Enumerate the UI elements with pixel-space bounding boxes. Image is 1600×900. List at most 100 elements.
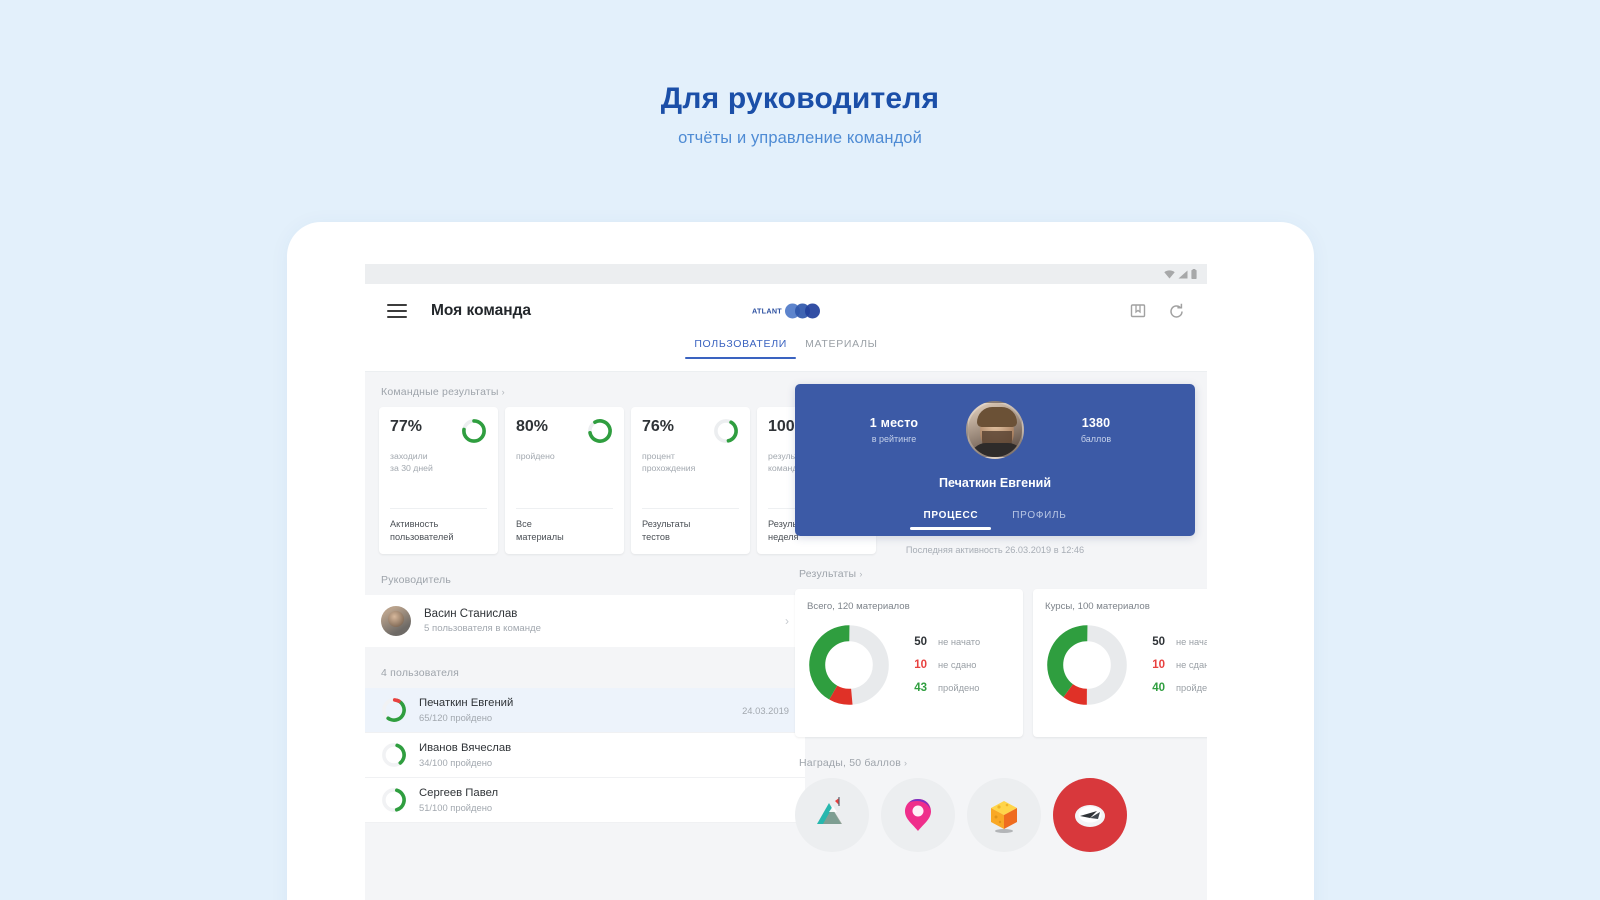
profile-tabs: ПРОЦЕСС ПРОФИЛЬ [795,510,1195,530]
stat-card[interactable]: 76% процент прохождения Результаты тесто… [631,407,750,554]
legend-label: не сдано [1176,660,1207,670]
legend-item: 50 не начато [905,636,980,648]
list-item[interactable]: Иванов Вячеслав 34/100 пройдено [365,733,805,778]
stat-percent: 77% [390,418,423,435]
progress-ring-icon [382,698,406,722]
awards-list [795,778,1207,852]
user-name: Печаткин Евгений [419,697,514,709]
battery-icon [1191,269,1197,279]
chevron-right-icon: › [859,569,863,579]
team-results-section-label[interactable]: Командные результаты › [365,372,805,407]
left-column: Командные результаты › 77% заходили за 30… [365,372,876,823]
legend-item: 40 пройдено [1143,682,1207,694]
main-tabs: ПОЛЬЗОВАТЕЛИ МАТЕРИАЛЫ [365,338,1207,372]
stat-card[interactable]: 80% пройдено Все материалы [505,407,624,554]
points-value: 1380 [1081,416,1111,430]
profile-name: Печаткин Евгений [938,476,1052,490]
legend-item: 10 не сдано [1143,659,1207,671]
chevron-right-icon: › [904,758,908,768]
status-bar [365,264,1207,284]
right-column: 1 место в рейтинге 1380 баллов Печа [795,372,1207,852]
compass-badge-icon [1075,805,1105,827]
stat-percent: 76% [642,418,675,435]
award-badge[interactable] [967,778,1041,852]
stat-subtitle: результат команды [768,451,807,473]
tab-materials[interactable]: МАТЕРИАЛЫ [805,338,878,350]
list-item[interactable]: Сергеев Павел 51/100 пройдено [365,778,805,823]
wifi-icon [1164,269,1175,278]
stat-footer: Результат неделя [768,519,810,542]
stat-subtitle: процент прохождения [642,451,696,473]
legend-value: 50 [914,636,927,648]
result-card[interactable]: Курсы, 100 материалов 50 [1033,589,1207,737]
user-date: 24.03.2019 [742,704,789,716]
user-progress-text: 51/100 пройдено [419,802,493,813]
refresh-icon[interactable] [1168,303,1185,320]
manager-meta: 5 пользователя в команде [424,623,541,634]
progress-ring-icon [714,419,738,443]
award-badge[interactable] [795,778,869,852]
hamburger-icon[interactable] [387,304,407,318]
stat-percent: 80% [516,418,549,435]
donut-chart [1047,625,1127,705]
legend-item: 10 не сдано [905,659,980,671]
tab-users[interactable]: ПОЛЬЗОВАТЕЛИ [685,338,796,359]
user-progress-text: 34/100 пройдено [419,757,493,768]
donut-chart [809,625,889,705]
bookmark-icon[interactable] [1130,303,1146,319]
chevron-right-icon: › [785,614,789,628]
content-area: Командные результаты › 77% заходили за 30… [365,372,1207,900]
brand-logo: ATLANT [751,303,821,319]
users-section-label: 4 пользователя [381,667,460,679]
award-badge[interactable] [1053,778,1127,852]
avatar [966,401,1024,459]
user-list: Печаткин Евгений 65/120 пройдено 24.03.2… [365,688,805,823]
legend-value: 10 [914,659,927,671]
legend-value: 50 [1152,636,1165,648]
user-name: Иванов Вячеслав [419,742,512,754]
stat-footer: Результаты тестов [642,519,691,542]
award-badge[interactable] [881,778,955,852]
user-progress-text: 65/120 пройдено [419,712,493,723]
app-screen: Моя команда ATLANT ПОЛЬЗОВАТЕЛИ МАТЕРИАЛ… [365,264,1207,900]
manager-row[interactable]: Васин Станислав 5 пользователя в команде… [365,595,805,647]
tablet-frame: Моя команда ATLANT ПОЛЬЗОВАТЕЛИ МАТЕРИАЛ… [287,222,1314,900]
points-stat: 1380 баллов [1050,416,1142,444]
last-activity-text: Последняя активность 26.03.2019 в 12:46 [905,545,1085,555]
results-label-text: Результаты [799,568,857,580]
team-results-cards: 77% заходили за 30 дней Активность польз… [365,407,876,554]
cheese-cube-badge-icon [991,801,1017,833]
legend-label: пройдено [1176,683,1207,693]
legend-value: 10 [1152,659,1165,671]
profile-card: 1 место в рейтинге 1380 баллов Печа [795,384,1195,536]
rank-label: в рейтинге [871,434,917,444]
list-item[interactable]: Печаткин Евгений 65/120 пройдено 24.03.2… [365,688,805,733]
legend-item: 50 не начато [1143,636,1207,648]
awards-label-text: Награды, 50 баллов [799,757,902,769]
promo-header: Для руководителя отчёты и управление ком… [0,0,1600,148]
team-results-label-text: Командные результаты [381,386,499,398]
legend-label: не сдано [938,660,977,670]
tab-process[interactable]: ПРОЦЕСС [910,510,992,530]
avatar [381,606,411,636]
points-label: баллов [1080,434,1112,444]
stat-subtitle: заходили за 30 дней [390,451,433,473]
result-card[interactable]: Всего, 120 материалов 50 [795,589,1023,737]
stat-card[interactable]: 77% заходили за 30 дней Активность польз… [379,407,498,554]
logo-mark-icon [785,303,821,319]
stat-subtitle: пройдено [516,451,555,461]
tab-profile[interactable]: ПРОФИЛЬ [1012,510,1067,521]
results-section-label[interactable]: Результаты › [795,555,1207,589]
progress-ring-icon [462,419,486,443]
progress-ring-icon [382,788,406,812]
logo-wordmark: ATLANT [751,306,783,316]
app-bar-title: Моя команда [431,302,532,319]
location-pin-badge-icon [905,799,931,831]
progress-ring-icon [588,419,612,443]
page-title: Для руководителя [660,82,940,115]
app-bar: Моя команда ATLANT [365,284,1207,338]
page-subtitle: отчёты и управление командой [678,129,922,147]
chevron-right-icon: › [501,387,505,397]
awards-section-label[interactable]: Награды, 50 баллов › [795,737,1207,778]
